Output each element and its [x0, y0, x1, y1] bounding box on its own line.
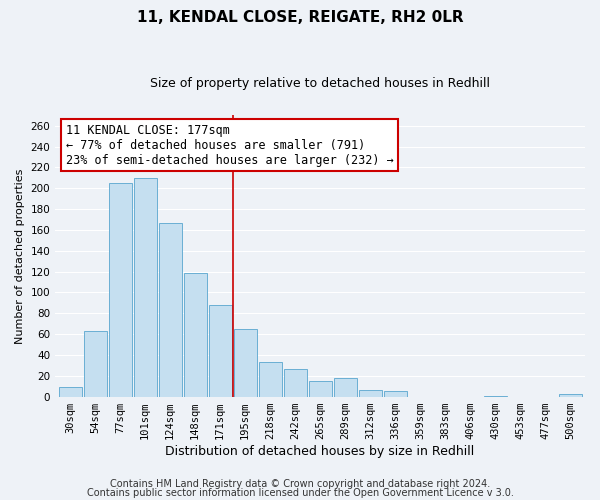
Bar [308, 381, 332, 396]
Title: Size of property relative to detached houses in Redhill: Size of property relative to detached ho… [150, 78, 490, 90]
Bar [284, 370, 307, 396]
Y-axis label: Number of detached properties: Number of detached properties [15, 168, 25, 344]
Bar [134, 178, 157, 396]
Bar [83, 331, 107, 396]
Bar [158, 222, 182, 396]
Bar [259, 362, 281, 396]
Bar [109, 183, 131, 396]
Bar [59, 387, 82, 396]
Bar [184, 272, 206, 396]
X-axis label: Distribution of detached houses by size in Redhill: Distribution of detached houses by size … [166, 444, 475, 458]
Bar [233, 329, 257, 396]
Bar [334, 378, 356, 396]
Text: Contains HM Land Registry data © Crown copyright and database right 2024.: Contains HM Land Registry data © Crown c… [110, 479, 490, 489]
Bar [359, 390, 382, 396]
Text: 11 KENDAL CLOSE: 177sqm
← 77% of detached houses are smaller (791)
23% of semi-d: 11 KENDAL CLOSE: 177sqm ← 77% of detache… [66, 124, 394, 166]
Bar [383, 392, 407, 396]
Bar [559, 394, 581, 396]
Text: Contains public sector information licensed under the Open Government Licence v : Contains public sector information licen… [86, 488, 514, 498]
Bar [209, 305, 232, 396]
Text: 11, KENDAL CLOSE, REIGATE, RH2 0LR: 11, KENDAL CLOSE, REIGATE, RH2 0LR [137, 10, 463, 25]
